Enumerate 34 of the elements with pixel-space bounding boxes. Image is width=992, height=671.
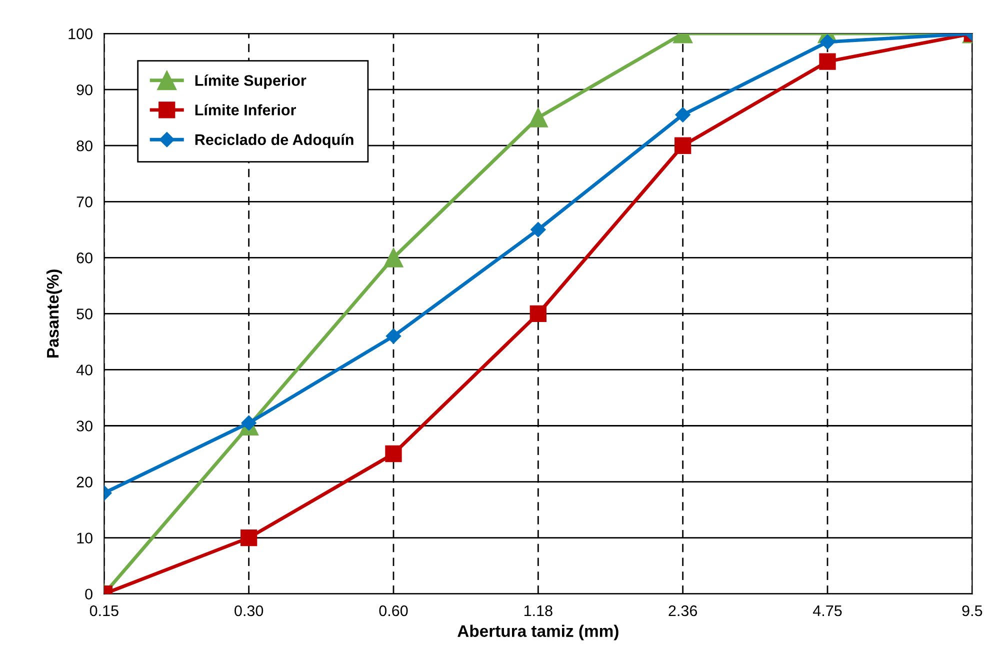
- y-tick-label: 70: [76, 196, 92, 208]
- y-tick-label: 60: [76, 252, 92, 264]
- y-tick-label: 30: [76, 420, 92, 432]
- point: [675, 107, 690, 122]
- point: [385, 445, 402, 462]
- x-tick-label: 1.18: [524, 605, 552, 616]
- y-tick-label: 80: [76, 140, 92, 152]
- y-tick-label: 50: [76, 308, 92, 320]
- x-tick-label: 2.36: [668, 605, 698, 616]
- point: [820, 34, 836, 50]
- x-tick-label: 0.30: [234, 605, 264, 616]
- point: [530, 305, 546, 322]
- y-tick-label: 90: [76, 84, 92, 96]
- point: [386, 328, 402, 344]
- point: [240, 529, 258, 546]
- point: [384, 248, 404, 268]
- legend-label: Límite Superior: [195, 74, 306, 89]
- y-tick-label: 20: [76, 476, 92, 488]
- x-tick-label: 0.15: [90, 605, 118, 616]
- x-axis-title: Abertura tamiz (mm): [458, 624, 618, 640]
- x-tick-label: 0.60: [379, 605, 408, 616]
- x-tick-label: 4.75: [812, 606, 842, 616]
- point: [674, 137, 692, 154]
- legend-label: Reciclado de Adoquín: [195, 134, 354, 148]
- x-tick-label: 9.5: [962, 605, 982, 616]
- point: [819, 53, 836, 70]
- y-tick-label: 0: [85, 588, 92, 600]
- y-axis-title: Pasante(%): [46, 270, 62, 358]
- y-tick-label: 10: [77, 532, 92, 544]
- point: [528, 108, 548, 128]
- legend-label: Límite Inferior: [195, 104, 296, 116]
- point: [530, 222, 546, 238]
- y-tick-label: 100: [68, 28, 92, 40]
- y-tick-label: 40: [76, 364, 92, 376]
